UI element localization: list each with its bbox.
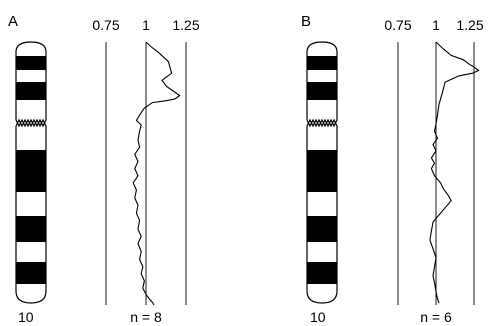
chromosome-number: 10 (310, 309, 326, 325)
tick-label-1: 1 (432, 17, 440, 33)
panel-label: A (8, 13, 18, 30)
tick-label-125: 1.25 (172, 17, 199, 33)
panel-label: B (301, 13, 311, 30)
ratio-profile (429, 41, 480, 304)
sample-count: n = 8 (130, 309, 162, 325)
tick-label-125: 1.25 (456, 17, 483, 33)
tick-label-1: 1 (142, 17, 150, 33)
chromosome-ideogram: 10 (306, 41, 338, 325)
ideogram-bands (16, 56, 46, 284)
ratio-axis: 0.75 1 1.25 (92, 17, 200, 305)
ideogram-outline (306, 41, 338, 304)
tick-label-075: 0.75 (384, 17, 411, 33)
ideogram-bands (307, 56, 337, 284)
chromosome-number: 10 (18, 309, 34, 325)
ratio-axis: 0.75 1 1.25 (384, 17, 484, 305)
ideogram-outline (15, 41, 47, 304)
sample-count: n = 6 (420, 309, 452, 325)
tick-label-075: 0.75 (92, 17, 119, 33)
panel-a: A 10 0.75 1 1.25 n = 8 (8, 13, 200, 325)
chromosome-ideogram: 10 (15, 41, 47, 325)
panel-b: B 10 0.75 1 1.25 n = 6 (301, 13, 484, 325)
ratio-profile (132, 41, 181, 306)
